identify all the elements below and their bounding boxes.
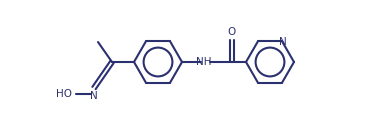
Text: HO: HO	[56, 89, 72, 99]
Text: N: N	[279, 37, 287, 47]
Text: NH: NH	[196, 57, 212, 67]
Text: O: O	[228, 27, 236, 37]
Text: N: N	[90, 91, 98, 101]
